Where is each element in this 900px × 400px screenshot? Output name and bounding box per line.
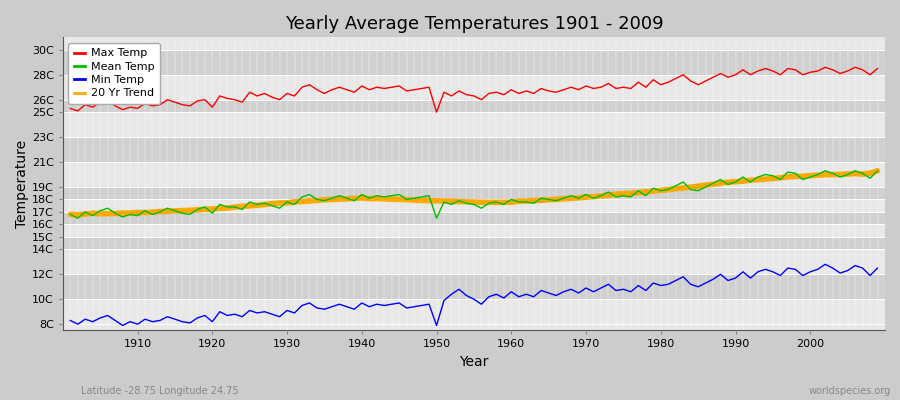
Max Temp: [334, 85, 345, 90]
Max Temp: [603, 81, 614, 86]
Min Temp: [341, 304, 352, 309]
Mean Temp: [872, 168, 883, 173]
20 Yr Trend: [72, 212, 83, 217]
20 Yr Trend: [341, 196, 352, 201]
Mean Temp: [297, 194, 308, 199]
Text: worldspecies.org: worldspecies.org: [809, 386, 891, 396]
Bar: [63, 50, 885, 75]
Mean Temp: [603, 190, 614, 194]
Min Temp: [513, 294, 524, 299]
Bar: [63, 162, 885, 187]
Bar: [63, 274, 885, 299]
Line: Max Temp: Max Temp: [70, 67, 878, 112]
Mean Temp: [513, 200, 524, 204]
Min Temp: [132, 322, 143, 326]
Max Temp: [125, 105, 136, 110]
Bar: [63, 237, 885, 249]
Y-axis label: Temperature: Temperature: [15, 140, 29, 228]
20 Yr Trend: [132, 210, 143, 215]
Max Temp: [820, 65, 831, 70]
Min Temp: [297, 303, 308, 308]
Min Temp: [506, 289, 517, 294]
Max Temp: [872, 66, 883, 71]
Bar: [63, 224, 885, 237]
Max Temp: [506, 87, 517, 92]
Mean Temp: [506, 197, 517, 202]
Max Temp: [289, 94, 300, 98]
Mean Temp: [65, 212, 76, 217]
Max Temp: [513, 91, 524, 96]
Min Temp: [820, 262, 831, 267]
Max Temp: [65, 106, 76, 111]
Min Temp: [117, 323, 128, 328]
20 Yr Trend: [506, 200, 517, 205]
Bar: [63, 200, 885, 212]
Bar: [63, 137, 885, 162]
Min Temp: [603, 282, 614, 287]
X-axis label: Year: Year: [459, 355, 489, 369]
Mean Temp: [820, 168, 831, 173]
Mean Temp: [132, 213, 143, 218]
Min Temp: [872, 266, 883, 270]
Legend: Max Temp, Mean Temp, Min Temp, 20 Yr Trend: Max Temp, Mean Temp, Min Temp, 20 Yr Tre…: [68, 43, 160, 104]
20 Yr Trend: [65, 212, 76, 217]
Title: Yearly Average Temperatures 1901 - 2009: Yearly Average Temperatures 1901 - 2009: [284, 15, 663, 33]
Mean Temp: [341, 196, 352, 201]
20 Yr Trend: [872, 168, 883, 173]
Bar: [63, 75, 885, 100]
Min Temp: [65, 318, 76, 323]
Bar: [63, 112, 885, 137]
Bar: [63, 299, 885, 324]
Text: Latitude -28.75 Longitude 24.75: Latitude -28.75 Longitude 24.75: [81, 386, 239, 396]
Line: Mean Temp: Mean Temp: [70, 171, 878, 218]
20 Yr Trend: [513, 199, 524, 204]
Mean Temp: [72, 216, 83, 220]
Bar: [63, 187, 885, 200]
20 Yr Trend: [297, 199, 308, 204]
20 Yr Trend: [603, 193, 614, 198]
Bar: [63, 100, 885, 112]
Bar: [63, 212, 885, 224]
Bar: [63, 249, 885, 274]
Line: Min Temp: Min Temp: [70, 264, 878, 326]
Max Temp: [431, 110, 442, 114]
Line: 20 Yr Trend: 20 Yr Trend: [70, 171, 878, 215]
